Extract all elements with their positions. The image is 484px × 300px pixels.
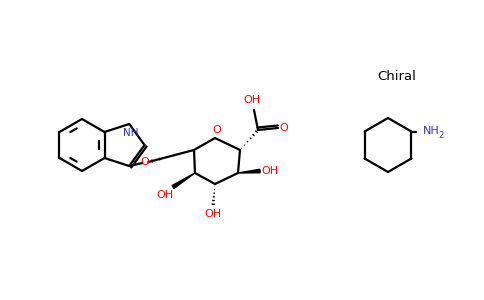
Text: O: O [141,157,150,167]
Polygon shape [172,173,195,188]
Polygon shape [238,169,260,173]
Text: NH: NH [123,128,139,138]
Text: OH: OH [204,209,222,219]
Text: Chiral: Chiral [378,70,416,83]
Text: NH: NH [423,125,440,136]
Text: O: O [212,125,221,135]
Text: 2: 2 [439,131,444,140]
Text: O: O [280,123,288,133]
Text: OH: OH [243,95,260,105]
Text: OH: OH [156,190,174,200]
Text: OH: OH [261,166,279,176]
